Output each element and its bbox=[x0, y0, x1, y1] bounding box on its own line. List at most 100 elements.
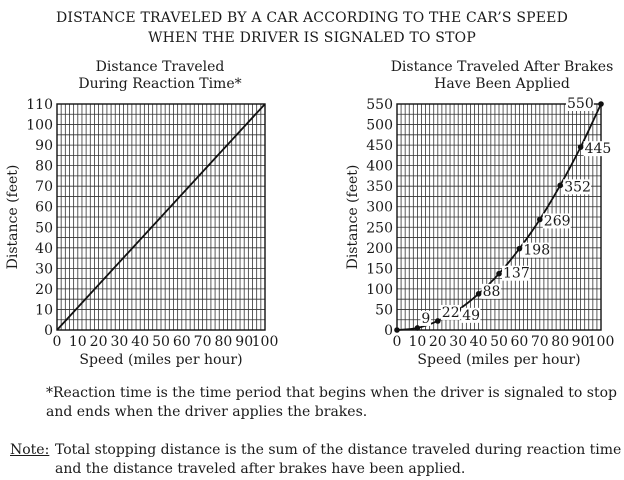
chart1-y-tick-label: 60 bbox=[35, 200, 53, 216]
chart2-y-tick-label: 500 bbox=[366, 118, 393, 134]
chart2-frame bbox=[396, 103, 602, 331]
chart2-x-tick-label: 100 bbox=[588, 334, 615, 350]
chart2-data-label-bg bbox=[502, 265, 530, 281]
chart2-data-label-bg bbox=[563, 179, 591, 195]
chart2-data-label: 9 bbox=[421, 311, 430, 327]
chart2-data-label: 137 bbox=[503, 266, 530, 282]
chart1-y-tick-label: 110 bbox=[26, 97, 53, 113]
chart2-data-point bbox=[516, 245, 523, 252]
note-label: Note: bbox=[10, 441, 49, 459]
note-line2: and the distance traveled after brakes h… bbox=[55, 461, 466, 477]
chart2-data-point bbox=[577, 144, 584, 150]
chart2-x-tick-label: 90 bbox=[572, 334, 590, 350]
chart2-data-label-bg bbox=[522, 242, 551, 258]
chart1-x-tick-label: 70 bbox=[194, 334, 212, 350]
chart1-x-tick-label: 100 bbox=[252, 334, 279, 350]
chart2-data-label: 49 bbox=[462, 308, 480, 324]
chart2-data-point bbox=[598, 101, 604, 107]
chart1-title-line1: Distance Traveled bbox=[95, 59, 225, 75]
note-label-text: Note: bbox=[10, 442, 50, 458]
chart2-y-tick-label: 300 bbox=[366, 200, 393, 216]
figure-title-line2: WHEN THE DRIVER IS SIGNALED TO STOP bbox=[148, 30, 476, 46]
chart1-title-line2: During Reaction Time* bbox=[78, 76, 242, 92]
chart2-x-tick-label: 60 bbox=[510, 334, 528, 350]
chart2-x-tick-label: 40 bbox=[470, 334, 488, 350]
chart2-x-tick-label: 10 bbox=[408, 334, 426, 350]
chart1-y-tick-label: 20 bbox=[35, 282, 53, 298]
chart2-y-tick-label: 200 bbox=[366, 241, 393, 257]
footnote-line2: and ends when the driver applies the bra… bbox=[46, 404, 368, 420]
figure-title-line1: DISTANCE TRAVELED BY A CAR ACCORDING TO … bbox=[55, 10, 569, 26]
chart2-data-label-bg bbox=[481, 283, 501, 299]
chart2-data-label: 88 bbox=[483, 284, 501, 300]
chart2-data-point bbox=[394, 327, 400, 333]
chart2-data-label-bg bbox=[461, 307, 481, 323]
chart2-data-point bbox=[475, 291, 482, 297]
chart2-y-tick-label: 0 bbox=[384, 323, 393, 339]
chart2-data-point bbox=[537, 216, 543, 223]
chart2-data-label: 22 bbox=[442, 305, 460, 321]
chart1-y-tick-label: 10 bbox=[35, 302, 53, 318]
chart2-x-tick-label: 30 bbox=[449, 334, 467, 350]
chart2-y-tick-label: 100 bbox=[366, 282, 393, 298]
chart1-y-tick-label: 50 bbox=[35, 220, 53, 236]
chart2-y-tick-label: 150 bbox=[366, 261, 393, 277]
chart2-title-line1: Distance Traveled After Brakes bbox=[390, 59, 614, 75]
chart1-y-tick-label: 0 bbox=[44, 323, 53, 339]
chart2-y-tick-label: 250 bbox=[366, 220, 393, 236]
chart1-y-tick-label: 90 bbox=[35, 138, 53, 154]
chart2-data-point bbox=[435, 318, 441, 324]
chart1-x-tick-label: 50 bbox=[152, 334, 170, 350]
chart2-y-tick-label: 50 bbox=[375, 302, 393, 318]
chart1-y-axis-title: Distance (feet) bbox=[5, 165, 21, 270]
chart1-x-tick-label: 20 bbox=[90, 334, 108, 350]
chart1-x-axis-title: Speed (miles per hour) bbox=[79, 352, 242, 368]
chart1-x-tick-label: 60 bbox=[173, 334, 191, 350]
chart2-title-line2: Have Been Applied bbox=[434, 76, 570, 92]
chart2-x-tick-label: 0 bbox=[393, 334, 402, 350]
chart2-data-point bbox=[496, 270, 502, 277]
chart1-x-tick-label: 0 bbox=[53, 334, 62, 350]
chart1-y-tick-label: 40 bbox=[35, 241, 53, 257]
chart1-x-tick-label: 30 bbox=[110, 334, 128, 350]
chart2-title: Distance Traveled After Brakes Have Been… bbox=[372, 59, 624, 93]
chart1-x-tick-label: 10 bbox=[69, 334, 87, 350]
chart1-title: Distance Traveled During Reaction Time* bbox=[40, 59, 280, 93]
footnote-line1: *Reaction time is the time period that b… bbox=[46, 385, 617, 401]
chart2-x-tick-label: 70 bbox=[531, 334, 549, 350]
chart2-data-label-bg bbox=[440, 304, 460, 320]
chart2-data-label: 352 bbox=[564, 179, 591, 195]
chart2-y-tick-label: 550 bbox=[366, 97, 393, 113]
chart2-data-point bbox=[414, 325, 421, 331]
chart2-x-tick-label: 50 bbox=[490, 334, 508, 350]
chart2-data-label-bg bbox=[566, 96, 594, 111]
chart2-data-label-bg bbox=[542, 213, 571, 229]
chart1-x-tick-label: 80 bbox=[214, 334, 232, 350]
chart2-data-label: 550 bbox=[567, 96, 594, 112]
chart1-y-tick-label: 30 bbox=[35, 261, 53, 277]
chart1-series-line bbox=[56, 103, 266, 331]
chart2-data-label: 198 bbox=[523, 243, 550, 259]
chart2-data-label-bg bbox=[583, 141, 612, 157]
chart2-y-tick-label: 450 bbox=[366, 138, 393, 154]
chart1-x-tick-label: 90 bbox=[235, 334, 253, 350]
chart2-y-tick-label: 400 bbox=[366, 159, 393, 175]
chart2-data-point bbox=[557, 182, 563, 189]
chart2-data-label: 445 bbox=[585, 141, 612, 157]
chart1-y-tick-label: 100 bbox=[26, 118, 53, 134]
chart2-y-tick-label: 350 bbox=[366, 179, 393, 195]
chart2-x-tick-label: 80 bbox=[551, 334, 569, 350]
chart1-x-tick-label: 40 bbox=[131, 334, 149, 350]
chart1-frame bbox=[56, 103, 266, 331]
chart2-data-label-bg bbox=[420, 310, 431, 326]
note-line1: Total stopping distance is the sum of th… bbox=[55, 442, 622, 458]
chart2-x-tick-label: 20 bbox=[429, 334, 447, 350]
chart1-y-tick-label: 80 bbox=[35, 159, 53, 175]
chart2-y-axis-title: Distance (feet) bbox=[345, 165, 361, 270]
chart1-y-tick-label: 70 bbox=[35, 179, 53, 195]
chart2-data-label: 269 bbox=[544, 213, 571, 229]
chart2-x-axis-title: Speed (miles per hour) bbox=[417, 352, 580, 368]
